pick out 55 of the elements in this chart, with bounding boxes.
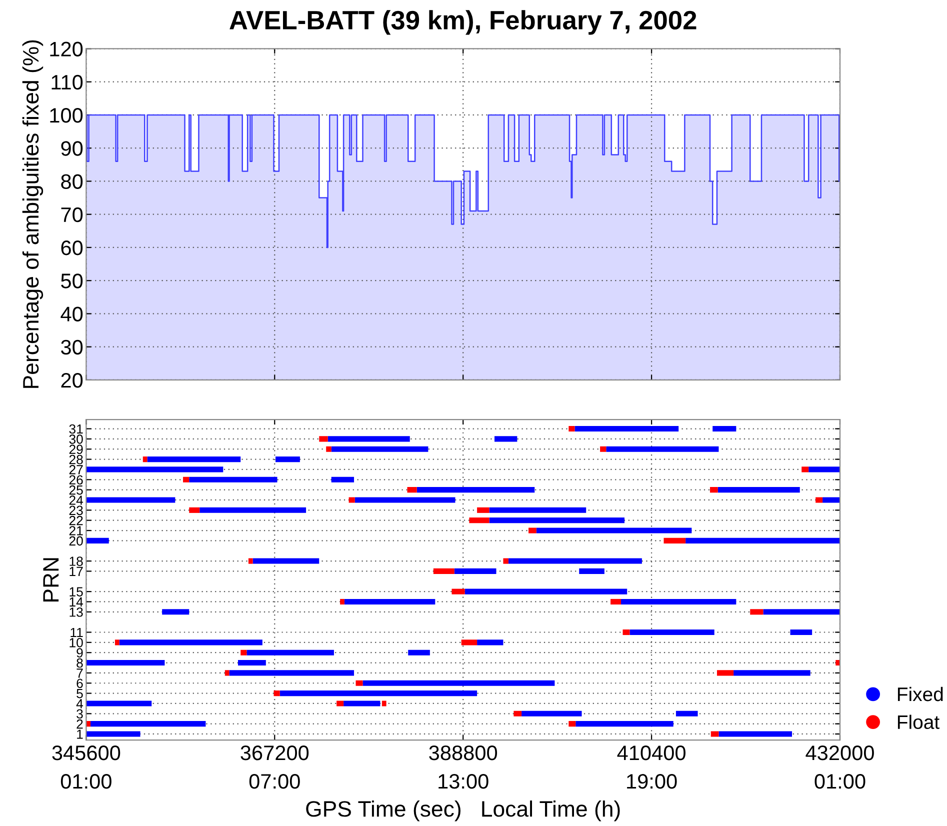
x-tick-label: 367200	[240, 746, 309, 760]
x-tick-label: 432000	[806, 746, 874, 760]
y-tick-label: 30	[69, 434, 83, 444]
y-tick-label: 17	[70, 566, 83, 576]
y-tick-label: 70	[61, 207, 83, 222]
y-tick-label: 24	[69, 496, 84, 505]
y-axis-title: PRN	[43, 558, 59, 602]
chart-title: AVEL-BATT (39 km), February 7, 2002	[230, 10, 696, 35]
y-tick-label: 2	[76, 719, 83, 729]
y-tick-label: 20	[61, 372, 83, 388]
x-tick-label: 388800	[429, 746, 498, 760]
y-tick-label: 20	[69, 536, 83, 546]
y-tick-label: 40	[60, 306, 83, 322]
x2-tick-label: 01:00	[814, 774, 866, 789]
y-tick-label: 60	[61, 240, 83, 256]
y-tick-label: 11	[70, 628, 83, 638]
y-tick-label: 15	[70, 587, 83, 596]
x2-tick-label: 19:00	[627, 774, 677, 789]
y-tick-label: 90	[61, 141, 83, 156]
y-tick-label: 5	[76, 689, 83, 698]
y-tick-label: 8	[76, 658, 83, 668]
x-tick-label: 410400	[617, 746, 686, 760]
y-tick-label: 9	[76, 648, 83, 658]
y-tick-label: 80	[61, 174, 83, 189]
y-tick-label: 13	[70, 607, 83, 617]
y-tick-label: 28	[69, 454, 83, 464]
y-tick-label: 100	[50, 108, 83, 123]
legend-label: Fixed	[898, 686, 943, 702]
y-tick-label: 22	[69, 516, 83, 526]
y-tick-label: 27	[69, 465, 83, 474]
y-tick-label: 30	[61, 340, 83, 355]
x2-tick-label: 01:00	[60, 774, 112, 789]
x-axis-title: GPS Time (sec) Local Time (h)	[306, 800, 620, 822]
y-tick-label: 1	[77, 730, 83, 739]
y-tick-label: 110	[52, 74, 83, 90]
y-axis-title: Percentage of ambiguities fixed (%)	[22, 40, 44, 388]
y-tick-label: 23	[69, 506, 83, 516]
y-tick-label: 31	[69, 424, 83, 434]
y-tick-label: 29	[69, 444, 83, 454]
y-tick-label: 14	[70, 597, 84, 607]
y-tick-label: 10	[70, 638, 83, 648]
y-tick-label: 18	[70, 556, 83, 566]
y-tick-label: 6	[76, 678, 83, 688]
y-tick-label: 120	[50, 42, 83, 56]
legend-label: Float	[898, 714, 940, 730]
y-tick-label: 21	[69, 526, 83, 536]
y-tick-label: 3	[76, 709, 83, 719]
x-tick-label: 345600	[52, 746, 120, 760]
y-tick-label: 7	[76, 668, 83, 678]
y-tick-label: 4	[76, 699, 84, 708]
y-tick-label: 50	[61, 274, 83, 288]
y-tick-label: 25	[69, 485, 83, 495]
y-tick-label: 26	[69, 475, 83, 485]
x2-tick-label: 07:00	[249, 774, 300, 789]
x2-tick-label: 13:00	[438, 774, 488, 789]
